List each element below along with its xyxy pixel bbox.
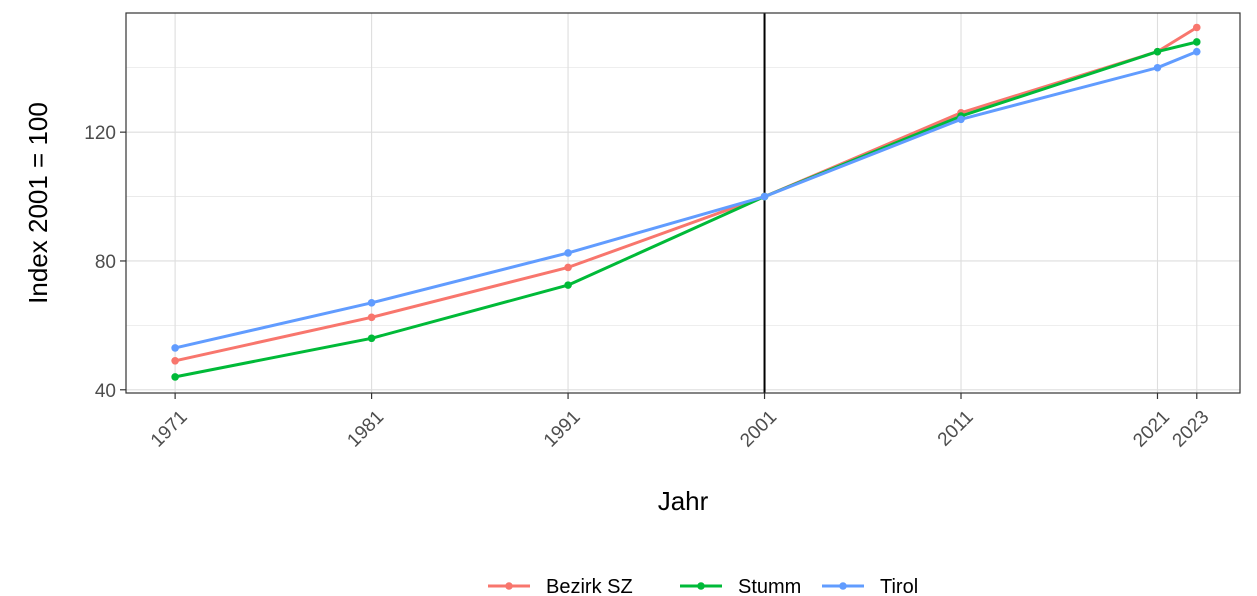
grid (126, 13, 1240, 393)
data-point (367, 299, 376, 307)
data-point (957, 115, 965, 124)
data-point (171, 344, 179, 352)
x-tick-label: 2001 (736, 407, 781, 452)
data-point (1153, 63, 1162, 72)
legend: Bezirk SZ Stumm Tirol (488, 576, 918, 596)
data-point (367, 334, 376, 343)
y-axis: 40 80 120 (84, 123, 126, 402)
legend-key-point (697, 582, 705, 590)
data-point (1192, 38, 1201, 46)
y-tick-label: 80 (95, 252, 116, 273)
y-tick-label: 40 (95, 381, 116, 402)
x-tick-label: 1981 (343, 407, 388, 452)
data-point (564, 249, 572, 257)
legend-label: Tirol (880, 576, 918, 596)
legend-label: Stumm (738, 576, 801, 596)
plot-border (125, 12, 1241, 394)
series-group (171, 23, 1201, 381)
legend-label: Bezirk SZ (546, 576, 633, 596)
series-line (174, 26, 1198, 363)
y-tick-label: 120 (84, 123, 116, 144)
x-tick-label: 2021 (1129, 407, 1174, 452)
x-tick-label: 1991 (540, 407, 585, 452)
series-line (174, 50, 1198, 350)
data-point (1192, 23, 1201, 32)
data-point (564, 281, 572, 289)
data-point (1153, 47, 1162, 56)
data-point (171, 356, 179, 365)
data-point (367, 313, 376, 322)
data-point (1192, 47, 1201, 56)
y-axis-title: Index 2001 = 100 (23, 102, 53, 304)
x-tick-label: 1971 (147, 407, 192, 452)
x-axis-title: Jahr (658, 486, 709, 516)
data-point (564, 263, 572, 272)
legend-key-point (505, 582, 513, 590)
x-tick-label: 2023 (1169, 407, 1214, 452)
data-point (171, 373, 179, 381)
data-point (760, 192, 769, 201)
x-tick-label: 2011 (934, 407, 978, 451)
legend-key-point (839, 582, 847, 590)
